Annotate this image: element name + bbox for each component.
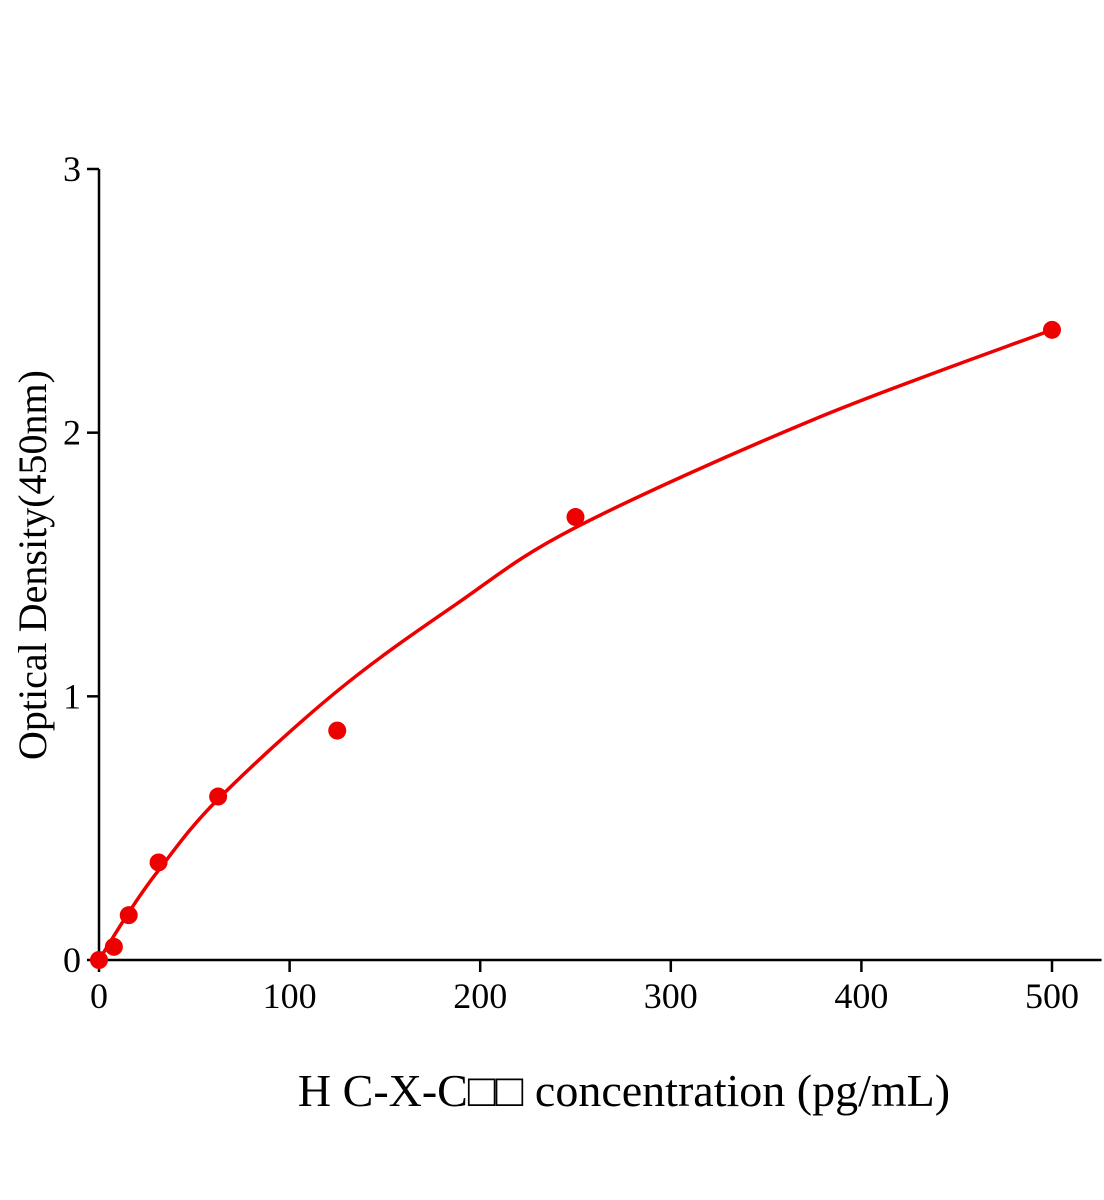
y-tick-label: 3: [63, 149, 81, 189]
x-tick-label: 100: [263, 976, 317, 1016]
data-point: [209, 787, 228, 806]
y-tick-label: 1: [63, 676, 81, 716]
plot-area: [90, 320, 1061, 969]
axes: 0 100 200 300 400 500 0 1 2 3: [63, 149, 1102, 1016]
y-tick-label: 2: [63, 413, 81, 453]
fit-curve: [97, 328, 1053, 961]
x-tick-label: 300: [644, 976, 698, 1016]
x-tick-label: 500: [1025, 976, 1079, 1016]
x-tick-label: 400: [834, 976, 888, 1016]
y-axis-label: Optical Density(450nm): [10, 370, 55, 760]
x-axis-label: H C-X-C□□ concentration (pg/mL): [298, 1065, 950, 1116]
data-point: [119, 906, 138, 925]
data-point: [90, 951, 108, 969]
y-tick-label: 0: [63, 940, 81, 980]
data-point: [149, 853, 168, 872]
x-tick-label: 200: [453, 976, 507, 1016]
data-point: [566, 508, 585, 527]
data-point: [328, 721, 347, 740]
data-point: [104, 937, 123, 956]
data-point: [1043, 320, 1061, 339]
x-tick-label: 0: [90, 976, 108, 1016]
